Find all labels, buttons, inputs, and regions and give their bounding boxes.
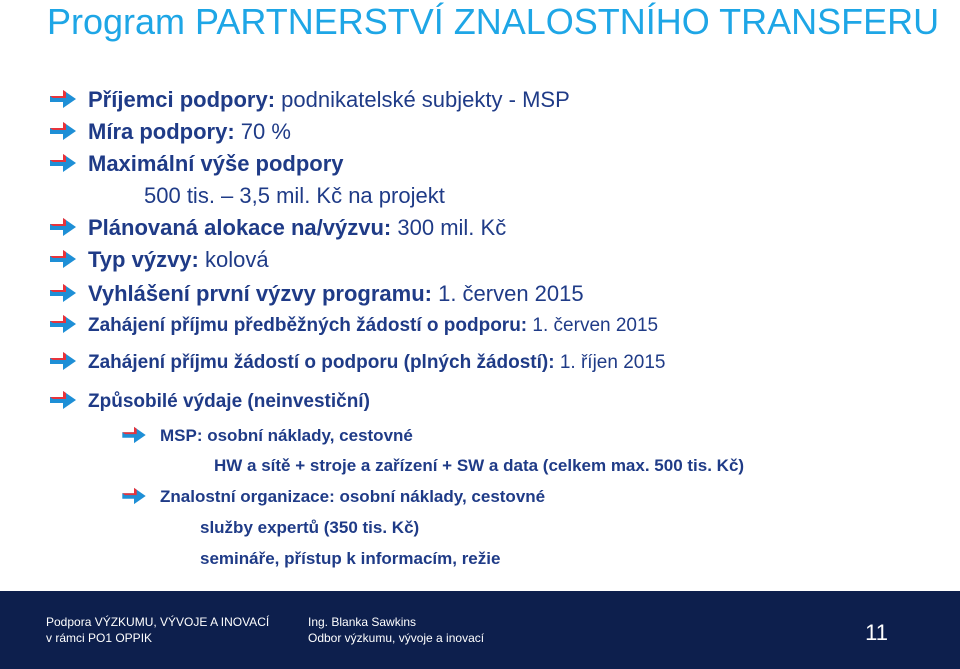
sub-item-text: MSP: osobní náklady, cestovné [160,426,413,445]
bullet-item: Zahájení příjmu předběžných žádostí o po… [50,312,658,342]
footer-program: Podpora VÝZKUMU, VÝVOJE A INOVACÍ [46,615,270,629]
bullet-item: Vyhlášení první výzvy programu: 1. červe… [50,279,584,309]
bullet-value: kolová [198,247,269,272]
footer-bar: Podpora VÝZKUMU, VÝVOJE A INOVACÍ v rámc… [0,591,960,669]
bullet-value: 1. červen 2015 [527,315,659,336]
bullet-item: Maximální výše podpory [50,149,344,179]
support-amount: 500 tis. – 3,5 mil. Kč na projekt [144,183,445,208]
sub-item: Znalostní organizace: osobní náklady, ce… [122,484,545,510]
bullet-value: 70 % [234,119,291,144]
bullet-item: Míra podpory: 70 % [50,117,291,147]
arrow-right-icon [50,283,76,303]
bullet-item: Plánovaná alokace na/výzvu: 300 mil. Kč [50,213,506,243]
bullet-item: Způsobilé výdaje (neinvestiční) [50,388,370,418]
arrow-right-icon [50,249,76,269]
bullet-item: Zahájení příjmu žádostí o podporu (plnýc… [50,349,665,379]
arrow-right-icon [122,426,146,444]
page-title: Program PARTNERSTVÍ ZNALOSTNÍHO TRANSFER… [47,1,940,42]
bullet-value: 300 mil. Kč [391,215,507,240]
bullet-value: podnikatelské subjekty - MSP [275,87,570,112]
sub-item: MSP: osobní náklady, cestovné [122,423,413,449]
bullet-label: Zahájení příjmu předběžných žádostí o po… [88,315,528,336]
bullet-label: Příjemci podpory: [88,87,276,112]
bullet-value: 1. říjen 2015 [554,352,666,373]
arrow-right-icon [122,487,146,505]
bullet-item: Typ výzvy: kolová [50,245,269,275]
sub-item-continuation: semináře, přístup k informacím, režie [200,549,501,568]
page-number: 11 [865,620,888,645]
footer-subprogram: v rámci PO1 OPPIK [46,631,153,645]
sub-item-continuation: HW a sítě + stroje a zařízení + SW a dat… [214,456,745,475]
arrow-right-icon [50,351,76,371]
footer-author: Ing. Blanka Sawkins [308,615,417,629]
footer-department: Odbor výzkumu, vývoje a inovací [308,631,485,645]
bullet-label: Míra podpory: [88,119,235,144]
bullet-label: Maximální výše podpory [88,151,344,176]
arrow-right-icon [50,121,76,141]
bullet-item: Příjemci podpory: podnikatelské subjekty… [50,85,570,115]
bullet-value: 1. červen 2015 [431,281,584,306]
arrow-right-icon [50,153,76,173]
arrow-right-icon [50,314,76,334]
arrow-right-icon [50,89,76,109]
arrow-right-icon [50,390,76,410]
bullet-label: Způsobilé výdaje (neinvestiční) [88,391,370,412]
sub-item-continuation: služby expertů (350 tis. Kč) [200,518,420,537]
sub-item-text: Znalostní organizace: osobní náklady, ce… [160,487,546,506]
bullet-label: Vyhlášení první výzvy programu: [88,281,432,306]
bullet-label: Zahájení příjmu žádostí o podporu (plnýc… [88,352,555,373]
arrow-right-icon [50,217,76,237]
bullet-label: Typ výzvy: [88,247,199,272]
bullet-label: Plánovaná alokace na/výzvu: [88,215,392,240]
